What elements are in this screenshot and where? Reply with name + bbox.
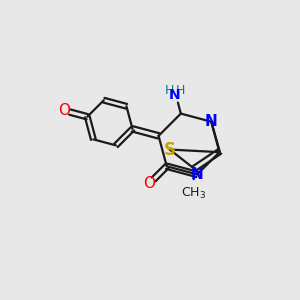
Text: O: O bbox=[58, 103, 70, 118]
Text: N: N bbox=[169, 88, 181, 102]
Text: H: H bbox=[176, 83, 185, 97]
Text: N: N bbox=[191, 167, 203, 182]
Text: H: H bbox=[165, 83, 174, 97]
Text: CH$_3$: CH$_3$ bbox=[181, 186, 206, 201]
Text: O: O bbox=[143, 176, 155, 191]
Text: N: N bbox=[205, 114, 217, 129]
Text: S: S bbox=[164, 141, 176, 159]
